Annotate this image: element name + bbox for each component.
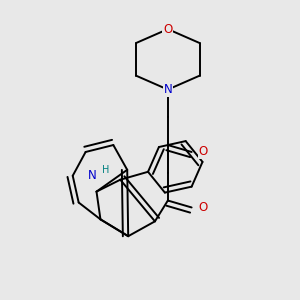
Text: O: O — [163, 22, 172, 36]
Text: O: O — [199, 201, 208, 214]
Text: H: H — [102, 165, 109, 175]
Text: N: N — [164, 83, 172, 96]
Text: N: N — [88, 169, 97, 182]
Text: O: O — [199, 146, 208, 158]
